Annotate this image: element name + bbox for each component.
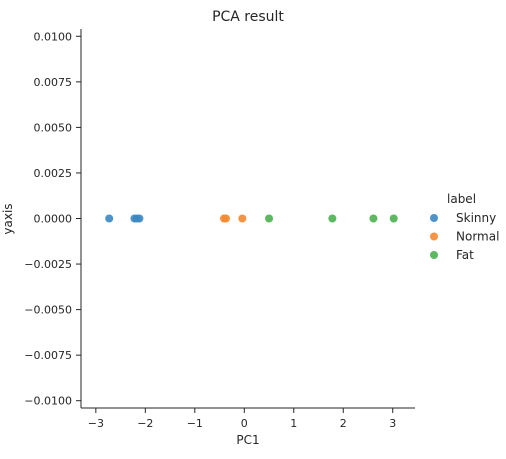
y-tick-label: 0.0000 xyxy=(34,213,73,226)
data-point-normal xyxy=(221,214,230,223)
x-tick-label: −3 xyxy=(88,417,104,430)
x-tick-label: −2 xyxy=(137,417,153,430)
x-tick-label: −1 xyxy=(187,417,203,430)
y-tick-label: 0.0075 xyxy=(34,76,73,89)
y-tick-label: −0.0050 xyxy=(24,304,72,317)
data-point-fat xyxy=(265,214,274,223)
legend-title: label xyxy=(447,192,476,206)
data-point-fat xyxy=(328,214,337,223)
legend-label-skinny: Skinny xyxy=(456,211,496,225)
x-tick-label: 3 xyxy=(389,417,396,430)
legend-marker-skinny xyxy=(430,214,438,222)
y-tick-label: −0.0075 xyxy=(24,349,72,362)
y-tick-label: 0.0050 xyxy=(34,121,73,134)
legend-marker-fat xyxy=(430,251,438,259)
data-points xyxy=(105,214,398,223)
x-ticks: −3 −2 −1 0 1 2 3 xyxy=(88,408,396,430)
data-point-skinny xyxy=(135,214,144,223)
data-point-fat xyxy=(369,214,378,223)
y-tick-label: 0.0100 xyxy=(34,30,73,43)
legend-marker-normal xyxy=(430,232,438,241)
y-tick-label: 0.0025 xyxy=(34,167,73,180)
y-axis-label: yaxis xyxy=(1,203,15,234)
data-point-skinny xyxy=(105,214,114,223)
y-ticks: 0.0100 0.0075 0.0050 0.0025 0.0000 −0.0025 −0.… xyxy=(24,30,81,408)
chart-title: PCA result xyxy=(212,9,284,25)
y-tick-label: −0.0025 xyxy=(24,258,72,271)
x-tick-label: 2 xyxy=(340,417,347,430)
x-axis-label: PC1 xyxy=(236,433,259,447)
y-tick-label: −0.0100 xyxy=(24,395,72,408)
data-point-fat xyxy=(389,214,398,223)
data-point-normal xyxy=(238,214,247,223)
legend-label-fat: Fat xyxy=(456,248,474,262)
legend-label-normal: Normal xyxy=(456,230,499,244)
x-tick-label: 0 xyxy=(241,417,248,430)
x-tick-label: 1 xyxy=(290,417,297,430)
legend: label Skinny Normal Fat xyxy=(430,192,499,262)
